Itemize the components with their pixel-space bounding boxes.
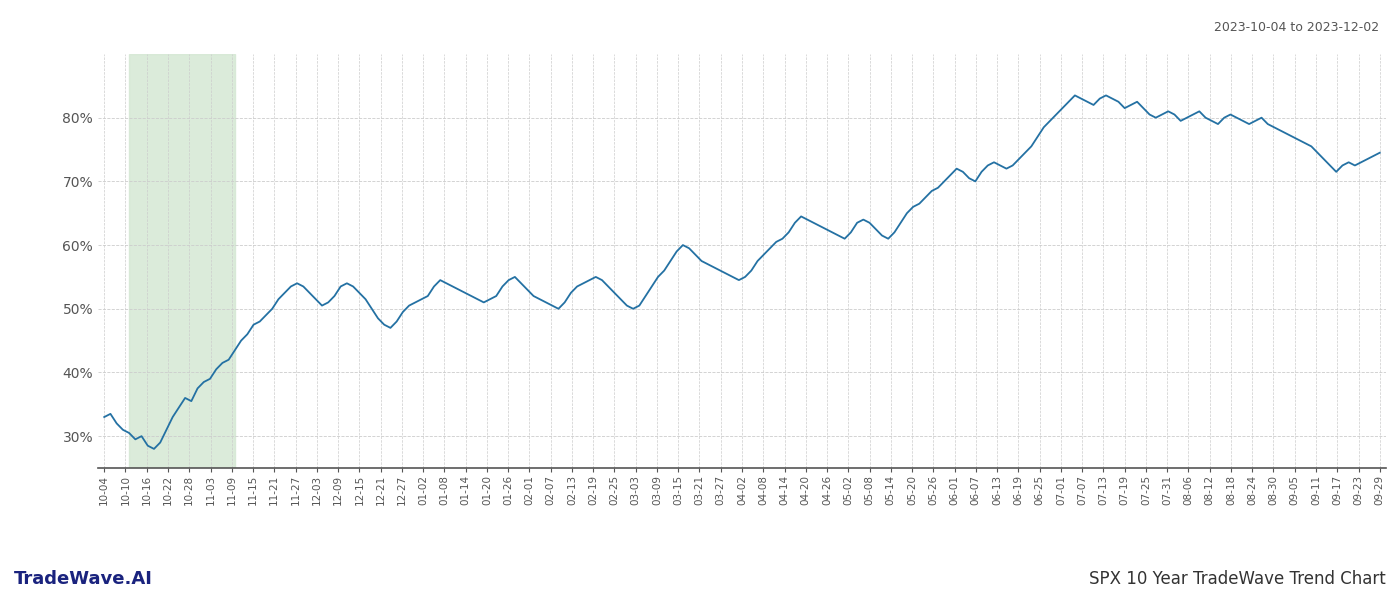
Text: 2023-10-04 to 2023-12-02: 2023-10-04 to 2023-12-02: [1214, 21, 1379, 34]
Text: TradeWave.AI: TradeWave.AI: [14, 570, 153, 588]
Text: SPX 10 Year TradeWave Trend Chart: SPX 10 Year TradeWave Trend Chart: [1089, 570, 1386, 588]
Bar: [129, 54, 235, 468]
